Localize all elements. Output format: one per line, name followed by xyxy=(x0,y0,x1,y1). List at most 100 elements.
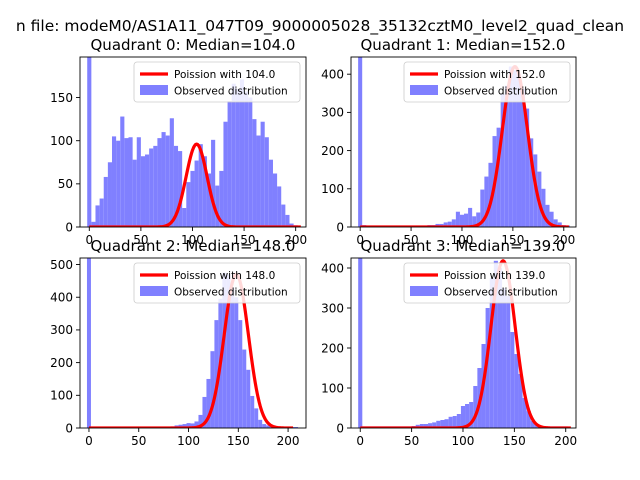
quadrant-1-ytick-label: 100 xyxy=(321,182,344,196)
quadrant-2-hist-bar xyxy=(210,351,215,428)
quadrant-1-hist-bar xyxy=(512,70,517,227)
quadrant-0-hist-bar xyxy=(227,101,232,227)
quadrant-1-hist-bar xyxy=(447,221,452,227)
quadrant-0-hist-bar xyxy=(202,156,207,227)
quadrant-2-xtick-label: 0 xyxy=(85,434,93,448)
quadrant-0-xtick-label: 100 xyxy=(181,233,204,247)
quadrant-0-hist-bar xyxy=(289,223,294,227)
quadrant-1-xtick-label: 100 xyxy=(451,233,474,247)
quadrant-0-hist-bar xyxy=(223,121,228,227)
quadrant-1-hist-bar xyxy=(545,204,550,227)
quadrant-0-hist-bar xyxy=(231,83,236,227)
quadrant-1-ytick-label: 400 xyxy=(321,67,344,81)
quadrant-3-hist-bar xyxy=(440,420,445,428)
quadrant-3-xtick-label: 0 xyxy=(356,434,364,448)
quadrant-0-hist-bar xyxy=(120,116,125,227)
quadrant-3-hist-bar xyxy=(419,424,424,428)
quadrant-3-panel: 0 50 100 150 200 0 100 200 300 400 Poission with 1… xyxy=(321,237,577,448)
quadrant-3-hist-bar xyxy=(506,296,511,428)
quadrant-0-hist-bar xyxy=(268,159,273,227)
quadrant-1-ytick-label: 0 xyxy=(336,220,344,234)
quadrant-2-hist-bar xyxy=(254,408,259,428)
quadrant-2-xtick-label: 50 xyxy=(131,434,146,448)
quadrant-2-hist-bar xyxy=(190,423,195,428)
quadrant-2-xtick-label: 100 xyxy=(177,434,200,448)
quadrant-3-hist-bar xyxy=(448,416,453,428)
quadrant-0-legend: Poission with 104.0 Observed distribution xyxy=(133,61,301,103)
quadrant-1-hist-bar xyxy=(472,216,477,227)
quadrant-1-hist-bar xyxy=(549,211,554,227)
quadrant-1-hist-bar xyxy=(504,85,509,227)
quadrant-0-hist-bar xyxy=(149,148,154,227)
quadrant-2-ytick-label: 200 xyxy=(50,356,73,370)
quadrant-0-hist-bar xyxy=(194,160,199,227)
quadrant-1-hist-bar xyxy=(476,212,481,227)
quadrant-3-ytick-label: 400 xyxy=(321,261,344,275)
legend-label-fit: Poission with 104.0 xyxy=(174,69,275,81)
quadrant-2-ytick-label: 100 xyxy=(50,389,73,403)
quadrant-0-hist-bar xyxy=(95,205,100,227)
quadrant-3-hist-bar xyxy=(432,422,437,428)
quadrant-0-hist-bar xyxy=(111,136,117,227)
quadrant-0-hist-bar xyxy=(264,137,269,227)
quadrant-1-hist-bar xyxy=(464,213,469,227)
legend-label-observed: Observed distribution xyxy=(444,287,558,299)
quadrant-0-hist-bar xyxy=(178,151,183,227)
quadrant-0-hist-bar xyxy=(235,88,240,227)
quadrant-2-xtick-label: 200 xyxy=(277,434,300,448)
quadrant-3-hist-bar xyxy=(530,420,535,428)
quadrant-2-axes-frame xyxy=(79,257,307,429)
quadrant-2-ytick-label: 500 xyxy=(50,258,73,272)
quadrant-3-poisson-fit-line xyxy=(359,259,572,428)
quadrant-3-hist-bar xyxy=(428,423,433,428)
quadrant-1-hist-bar xyxy=(484,176,489,227)
quadrant-0-title: Quadrant 0: Median=104.0 xyxy=(91,36,296,54)
quadrant-1-xtick-label: 200 xyxy=(552,233,575,247)
legend-label-fit: Poission with 148.0 xyxy=(174,270,275,282)
quadrant-0-panel: 0 50 100 150 200 0 50 100 150 Poission with 104.0… xyxy=(50,36,307,247)
quadrant-0-hist-bar xyxy=(103,176,108,227)
quadrant-1-hist-bar xyxy=(525,108,530,227)
quadrant-3-hist-bar xyxy=(514,354,519,428)
quadrant-1-hist-bar xyxy=(541,188,546,227)
quadrant-2-hist-bar xyxy=(234,297,239,428)
quadrant-3-hist-bar xyxy=(510,332,515,428)
quadrant-2-hist-bar xyxy=(238,320,243,428)
quadrant-0-hist-bar xyxy=(107,162,112,227)
quadrant-1-xtick-label: 50 xyxy=(403,233,418,247)
quadrant-1-hist-bar xyxy=(516,74,522,227)
quadrant-3-axes-frame xyxy=(350,257,577,429)
quadrant-1-hist-bar xyxy=(496,127,501,227)
legend-label-fit: Poission with 152.0 xyxy=(444,69,545,81)
quadrant-3-xtick-label: 50 xyxy=(404,434,419,448)
quadrant-3-legend: Poission with 139.0 Observed distribution xyxy=(403,262,571,304)
quadrant-0-hist-bar xyxy=(136,137,141,227)
quadrant-2-hist-bar xyxy=(262,424,267,428)
quadrant-3-hist-bar xyxy=(522,398,527,428)
quadrant-2-ytick-label: 0 xyxy=(65,421,73,435)
quadrant-2-xtick-label: 150 xyxy=(227,434,250,448)
quadrant-0-hist-bar xyxy=(256,135,261,227)
quadrant-3-hist-bar xyxy=(473,386,478,428)
quadrant-3-hist-bar xyxy=(518,374,523,428)
quadrant-2-ytick-label: 300 xyxy=(50,323,73,337)
legend-label-observed: Observed distribution xyxy=(174,86,288,98)
quadrant-2-hist-bar xyxy=(182,424,187,428)
quadrant-2-hist-bar xyxy=(178,424,183,428)
quadrant-3-xtick-label: 200 xyxy=(554,434,577,448)
quadrant-0-hist-bar xyxy=(272,173,278,227)
quadrant-0-hist-bar xyxy=(244,91,249,227)
quadrant-3-hist-bar xyxy=(485,308,490,428)
quadrant-0-hist-bar xyxy=(248,97,253,227)
quadrant-0-hist-bar xyxy=(124,138,129,227)
quadrant-0-hist-bar xyxy=(190,170,195,227)
legend-label-observed: Observed distribution xyxy=(174,287,288,299)
quadrant-2-hist-bar xyxy=(294,427,299,428)
quadrant-1-hist-bar xyxy=(459,214,465,227)
quadrant-1-hist-bar xyxy=(358,57,363,227)
quadrant-3-title: Quadrant 3: Median=139.0 xyxy=(361,237,566,255)
quadrant-0-hist-bar xyxy=(211,139,216,227)
quadrant-0-xtick-label: 0 xyxy=(85,233,93,247)
quadrant-3-hist-bar xyxy=(358,258,363,428)
quadrant-0-hist-bar xyxy=(215,185,220,227)
